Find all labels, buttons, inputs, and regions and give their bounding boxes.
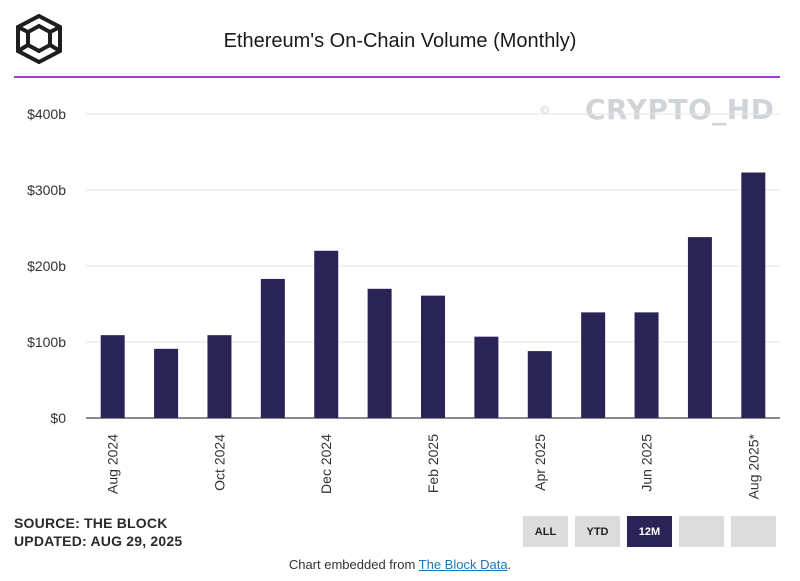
title-divider [14,76,780,78]
bar [421,295,445,418]
bar [741,172,766,418]
bar [260,278,285,418]
x-tick-label: Dec 2024 [318,434,334,494]
x-tick-label: Aug 2024 [105,434,121,494]
range-button-5[interactable] [731,516,776,547]
range-button-12m[interactable]: 12M [627,516,672,547]
x-tick-label: Aug 2025* [745,433,761,499]
bar [634,312,659,418]
y-tick-label: $200b [27,258,66,274]
x-tick-label: Jun 2025 [639,434,655,492]
x-tick-label: Oct 2024 [211,434,227,491]
updated-text: UPDATED: AUG 29, 2025 [14,533,183,549]
range-button-ytd[interactable]: YTD [575,516,620,547]
embed-note: Chart embedded from The Block Data. [0,557,800,572]
bar [581,312,606,418]
embed-suffix: . [507,557,512,572]
source-text: SOURCE: THE BLOCK [14,515,168,531]
y-tick-label: $400b [27,106,66,122]
embed-prefix: Chart embedded from [288,557,419,572]
watermark-text: CRYPTO_HD [585,93,775,126]
y-tick-label: $100b [27,334,66,350]
bar [474,336,499,418]
range-button-all[interactable]: ALL [523,516,568,547]
the-block-logo-icon [16,14,62,64]
source-block: SOURCE: THE BLOCK UPDATED: AUG 29, 2025 [14,514,182,550]
bar [154,348,179,418]
bar [314,250,339,418]
range-button-4[interactable] [679,516,724,547]
chart-title: Ethereum's On-Chain Volume (Monthly) [223,30,577,52]
the-block-data-link[interactable]: The Block Data [418,557,508,572]
y-tick-label: $300b [27,182,66,198]
bar [367,288,392,418]
x-tick-label: Apr 2025 [532,434,548,491]
bar [100,335,125,418]
bar [687,237,712,418]
y-tick-label: $0 [50,410,66,426]
bar-chart: $0 $100b $200b $300b $400b Aug 2024 Oct 2024 De… [27,106,780,499]
bar [207,335,232,418]
bar [527,351,552,418]
x-tick-label: Feb 2025 [425,434,441,493]
telegram-icon [540,105,550,115]
